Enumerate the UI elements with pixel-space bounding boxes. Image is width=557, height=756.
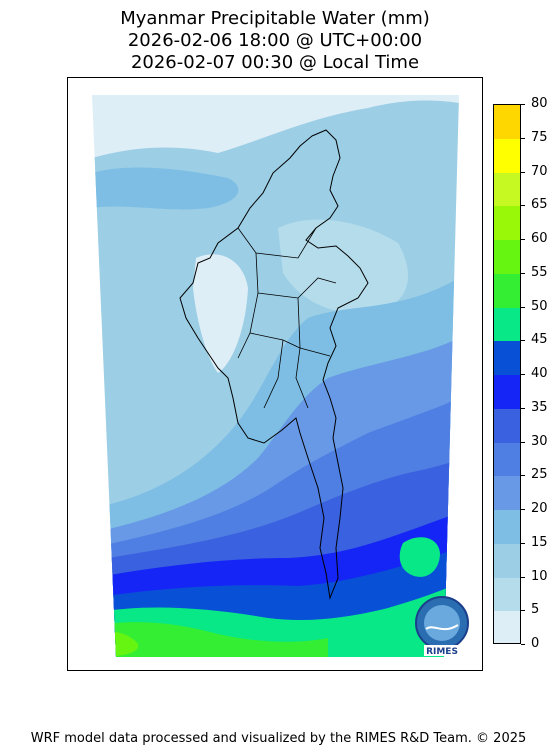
colorbar-segment [494, 341, 520, 375]
colorbar-tick [521, 374, 525, 375]
colorbar-tick [521, 576, 525, 578]
colorbar-segment [494, 307, 520, 342]
colorbar-tick [521, 509, 525, 510]
colorbar-tick [521, 239, 525, 240]
colorbar-tick-label: 55 [531, 264, 548, 280]
title-line-2: 2026-02-06 18:00 @ UTC+00:00 [127, 30, 423, 51]
colorbar-segment [494, 273, 520, 308]
colorbar-tick-label: 50 [531, 298, 548, 314]
field-band-45-50-east [399, 537, 440, 577]
colorbar-tick [521, 306, 525, 308]
colorbar-tick [521, 542, 525, 544]
colorbar [493, 104, 521, 644]
colorbar-tick-label: 10 [531, 568, 548, 584]
map-frame: RIMES [67, 77, 483, 671]
title-line-3: 2026-02-07 00:30 @ Local Time [130, 52, 420, 73]
colorbar-segment [494, 172, 520, 207]
colorbar-tick [521, 340, 525, 342]
myanmar-border [179, 129, 369, 600]
colorbar-tick-label: 80 [531, 96, 548, 111]
precipitable-water-map [92, 95, 459, 657]
colorbar-tick [521, 407, 525, 409]
colorbar-segment [494, 577, 520, 612]
colorbar-tick-label: 30 [531, 433, 548, 449]
field-band-0-5-west [193, 254, 248, 373]
colorbar-tick-label: 70 [531, 163, 548, 179]
colorbar-tick-label: 40 [531, 366, 548, 381]
colorbar-tick-label: 15 [531, 534, 548, 550]
colorbar-tick-label: 45 [531, 332, 548, 348]
colorbar-tick [521, 644, 525, 645]
colorbar-tick-label: 25 [531, 467, 548, 483]
title-line-1: Myanmar Precipitable Water (mm) [120, 8, 430, 29]
colorbar-segment [494, 442, 520, 477]
colorbar-tick-label: 20 [531, 501, 548, 516]
colorbar-tick [521, 171, 525, 173]
colorbar-tick-label: 5 [531, 602, 540, 618]
colorbar-tick-label: 35 [531, 399, 548, 415]
colorbar-segment [494, 105, 520, 139]
colorbar-tick [521, 137, 525, 139]
colorbar-segment [494, 611, 520, 643]
colorbar-segment [494, 138, 520, 173]
colorbar-tick-label: 60 [531, 231, 548, 246]
colorbar-segment [494, 240, 520, 274]
colorbar-tick [521, 475, 525, 477]
colorbar-segment [494, 206, 520, 240]
colorbar-tick-label: 65 [531, 197, 548, 213]
colorbar-tick [521, 205, 525, 207]
colorbar-tick-label: 0 [531, 636, 540, 651]
credit-text: WRF model data processed and visualized … [30, 731, 527, 746]
colorbar-segment [494, 408, 520, 443]
state-boundaries [237, 227, 337, 409]
field-band-15-20-nw [92, 167, 239, 210]
colorbar-tick [521, 104, 525, 105]
colorbar-segment [494, 543, 520, 578]
rimes-logo: RIMES [415, 596, 469, 657]
colorbar-tick-label: 75 [531, 129, 548, 145]
colorbar-segment [494, 510, 520, 544]
colorbar-tick [521, 441, 525, 443]
colorbar-segment [494, 476, 520, 510]
colorbar-segment [494, 375, 520, 409]
field-band-50-55 [92, 622, 328, 657]
colorbar-tick [521, 610, 525, 612]
rimes-logo-text: RIMES [426, 647, 458, 657]
colorbar-tick [521, 272, 525, 274]
